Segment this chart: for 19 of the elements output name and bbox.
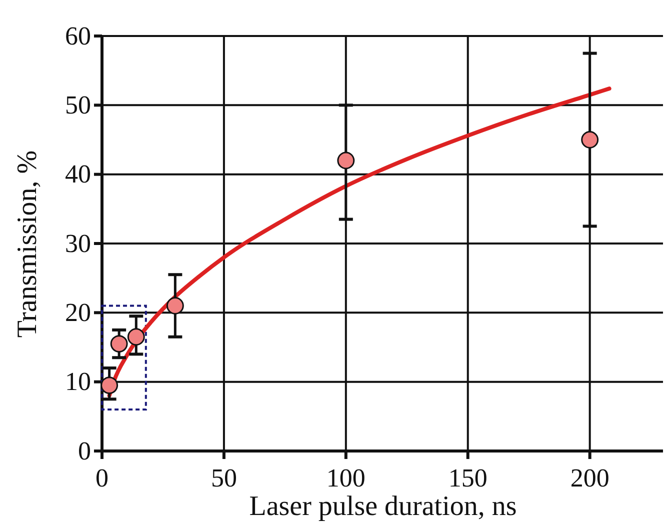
y-axis-title: Transmission, % — [12, 150, 43, 338]
y-tick-label: 50 — [65, 90, 91, 120]
point — [581, 131, 599, 148]
y-tick-label: 30 — [65, 228, 91, 258]
x-axis-title: Laser pulse duration, ns — [249, 491, 517, 522]
point — [127, 328, 145, 346]
x-tick-label: 150 — [448, 464, 488, 493]
point — [100, 376, 118, 394]
y-tick-label: 20 — [65, 298, 91, 327]
x-tick-label: 200 — [570, 464, 610, 493]
point — [110, 335, 128, 353]
x-tick-label: 100 — [326, 464, 366, 493]
point — [337, 152, 355, 170]
y-tick-label: 40 — [65, 160, 91, 189]
y-tick-label: 60 — [65, 21, 91, 50]
y-tick-label: 10 — [65, 367, 91, 396]
y-tick-label: 0 — [78, 436, 91, 466]
point — [166, 297, 184, 314]
x-tick-label: 50 — [210, 464, 237, 493]
